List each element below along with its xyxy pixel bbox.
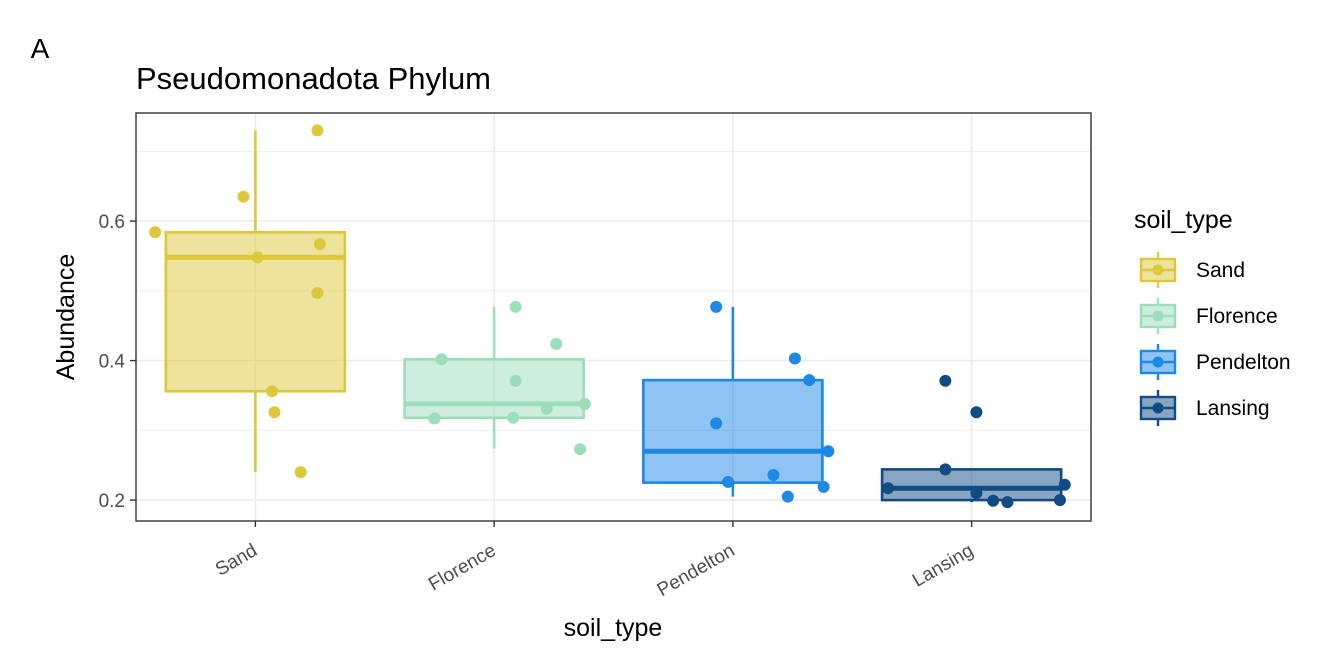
legend: soil_type Sand Florence Pendelton Lansing bbox=[1134, 206, 1291, 426]
data-point bbox=[266, 385, 279, 398]
data-point bbox=[803, 374, 816, 387]
legend-key-point bbox=[1152, 356, 1164, 368]
data-point bbox=[781, 490, 794, 503]
data-point bbox=[939, 463, 952, 476]
data-point bbox=[268, 406, 281, 419]
data-point bbox=[507, 411, 520, 424]
data-point bbox=[882, 482, 895, 495]
legend-key-point bbox=[1152, 264, 1164, 276]
data-point bbox=[428, 412, 441, 425]
legend-label: Sand bbox=[1196, 259, 1245, 282]
y-tick-label: 0.2 bbox=[99, 491, 125, 512]
x-tick-label: Sand bbox=[212, 540, 261, 580]
data-point bbox=[251, 251, 264, 264]
legend-key-point bbox=[1152, 310, 1164, 322]
data-point bbox=[822, 445, 835, 458]
y-axis-label: Abundance bbox=[52, 254, 80, 381]
data-point bbox=[509, 300, 522, 313]
data-point bbox=[767, 468, 780, 481]
legend-title: soil_type bbox=[1134, 206, 1233, 234]
data-point bbox=[722, 475, 735, 488]
data-point bbox=[311, 124, 324, 137]
data-point bbox=[313, 238, 326, 251]
data-point bbox=[1058, 478, 1071, 491]
data-point bbox=[710, 417, 723, 430]
data-point bbox=[311, 286, 324, 299]
y-tick-label: 0.6 bbox=[99, 212, 125, 233]
data-point bbox=[788, 352, 801, 365]
data-point bbox=[987, 494, 1000, 507]
legend-label: Florence bbox=[1196, 305, 1278, 328]
chart-title: Pseudomonadota Phylum bbox=[136, 61, 491, 96]
data-point bbox=[578, 397, 591, 410]
data-point bbox=[574, 443, 587, 456]
y-tick-label: 0.4 bbox=[99, 352, 126, 373]
x-tick-label: Lansing bbox=[909, 540, 977, 591]
data-point bbox=[1053, 494, 1066, 507]
data-point bbox=[939, 374, 952, 387]
data-point bbox=[149, 226, 162, 239]
box-pendelton bbox=[642, 378, 824, 484]
data-point bbox=[970, 406, 983, 419]
x-axis-label: soil_type bbox=[564, 614, 663, 642]
x-axis: Sand Florence Pendelton Lansing bbox=[212, 521, 977, 601]
x-tick-label: Pendelton bbox=[654, 540, 739, 601]
panel-border bbox=[135, 112, 1092, 522]
data-point bbox=[970, 487, 983, 500]
data-point bbox=[435, 353, 448, 366]
data-point bbox=[1001, 496, 1014, 509]
legend-key-point bbox=[1152, 402, 1164, 414]
y-axis: 0.2 0.4 0.6 bbox=[99, 212, 136, 512]
data-point bbox=[237, 190, 250, 203]
x-tick-label: Florence bbox=[425, 540, 500, 595]
data-point bbox=[540, 402, 553, 415]
legend-label: Lansing bbox=[1196, 397, 1270, 420]
data-point bbox=[710, 300, 723, 313]
legend-label: Pendelton bbox=[1196, 351, 1291, 374]
data-point bbox=[509, 374, 522, 387]
point-series bbox=[149, 124, 1071, 509]
box-florence bbox=[403, 357, 585, 420]
data-point bbox=[817, 480, 830, 493]
data-point bbox=[550, 337, 563, 350]
data-point bbox=[294, 466, 307, 479]
panel-tag: A bbox=[31, 33, 50, 64]
